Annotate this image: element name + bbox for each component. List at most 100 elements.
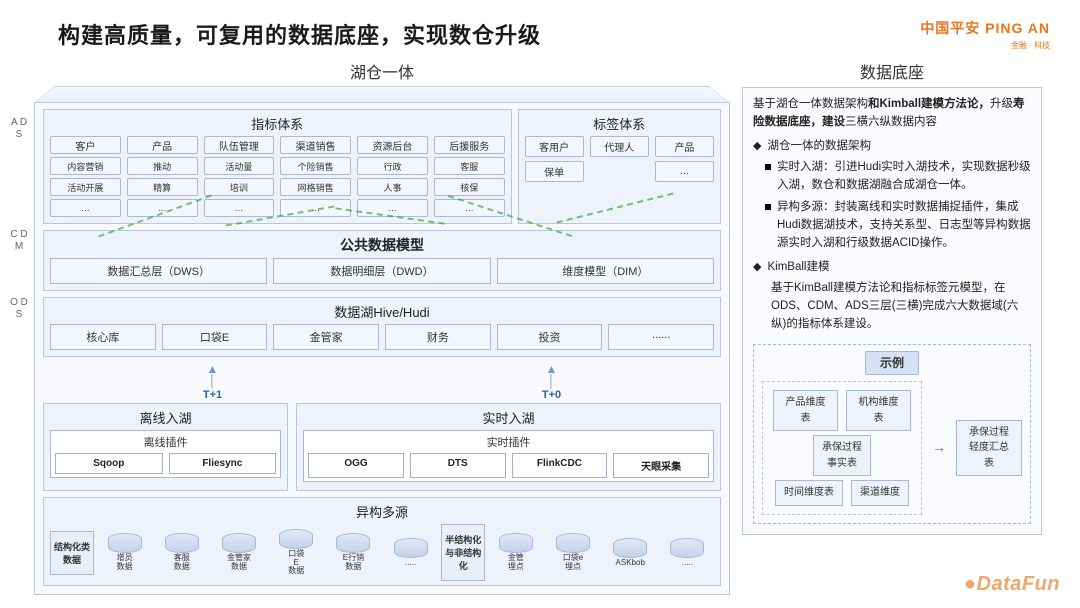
db-label: 客服 数据 (174, 554, 190, 572)
ads-item: 核保 (434, 178, 505, 196)
p3: 基于KimBall建模方法论和指标标签元模型，在ODS、CDM、ADS三层(三横… (771, 280, 1031, 333)
logo-cn: 中国平安 (920, 20, 980, 36)
t0-label: T+0 (382, 389, 721, 401)
db-icon (394, 538, 428, 558)
page-title: 构建高质量，可复用的数据底座，实现数仓升级 (58, 18, 541, 50)
ods-card: 财务 (385, 324, 491, 350)
ads-col-head: 渠道销售 (280, 136, 351, 154)
plugin-card: FlinkCDC (512, 453, 608, 478)
square-icon (765, 204, 771, 210)
db-label: 金管家 数据 (227, 554, 251, 572)
db-label: 口袋 E 数据 (288, 550, 304, 576)
db-label: 口袋e 埋点 (563, 554, 583, 572)
t1-label: T+1 (43, 389, 382, 401)
ads-item: 推动 (127, 157, 198, 175)
db-icon (499, 533, 533, 553)
plugin-card: DTS (410, 453, 506, 478)
ex-box: 机构维度表 (846, 390, 911, 431)
ads-more: … (434, 199, 505, 217)
ods-card: 投资 (497, 324, 603, 350)
ads-item: 内容营销 (50, 157, 121, 175)
cdm-card: 维度模型（DIM） (497, 258, 714, 284)
roof-title: 湖仓一体 (34, 59, 730, 83)
ads-item: 活动开展 (50, 178, 121, 196)
db-label: ..... (682, 559, 693, 568)
tag-title: 标签体系 (525, 114, 714, 133)
arrow-right-icon: → (932, 437, 946, 459)
tag-card: 产品 (655, 136, 714, 157)
tag-card: … (655, 161, 714, 182)
ads-col-head: 后援服务 (434, 136, 505, 154)
ods-card: 口袋E (162, 324, 268, 350)
vlabel-ods: O D S (9, 297, 29, 321)
db-icon (336, 533, 370, 553)
ads-item: 客服 (434, 157, 505, 175)
db-label: ASKbob (616, 559, 645, 568)
ads-col-head: 客户 (50, 136, 121, 154)
db-icon (556, 533, 590, 553)
cdm-title: 公共数据模型 (50, 235, 714, 255)
example-title: 示例 (865, 351, 919, 376)
p1: 实时入湖：引进Hudi实时入湖技术，实现数据秒级入湖，数仓和数据湖融合成湖仓一体… (777, 159, 1031, 195)
brand-logo: 中国平安 PING AN 金融 · 科技 (920, 18, 1050, 51)
tag-system: 标签体系 客用户 代理人 产品 保单 … (518, 109, 721, 224)
realtime-ingest: 实时入湖 实时插件 OGG DTS FlinkCDC 天眼采集 (296, 403, 721, 491)
cdm-card: 数据汇总层（DWS） (50, 258, 267, 284)
ads-more: … (204, 199, 275, 217)
ods-title: 数据湖Hive/Hudi (50, 302, 714, 321)
ads-col-head: 队伍管理 (204, 136, 275, 154)
db-label: ..... (405, 559, 416, 568)
plugin-card: Sqoop (55, 453, 163, 474)
ads-col-head: 资源后台 (357, 136, 428, 154)
tag-card: 客用户 (525, 136, 584, 157)
ex-box: 承保过程 事实表 (813, 435, 871, 476)
arrow-up-icon: ▲│ (382, 363, 721, 387)
offline-plugin-title: 离线插件 (55, 434, 276, 450)
cdm-card: 数据明细层（DWD） (273, 258, 490, 284)
section2-title: KimBall建模 (767, 259, 829, 277)
db-label: E行销 数据 (343, 554, 364, 572)
ads-more: … (127, 199, 198, 217)
logo-en: PING AN (985, 20, 1050, 36)
ods-card: 核心库 (50, 324, 156, 350)
ads-item: 精算 (127, 178, 198, 196)
intro-text: 基于湖仓一体数据架构和Kimball建模方法论，升级寿险数据底座，建设三横六纵数… (753, 96, 1031, 132)
db-icon (670, 538, 704, 558)
db-icon (613, 538, 647, 558)
example-box: 示例 产品维度表 机构维度表 承保过程 事实表 时间维度表 渠道维度 (753, 344, 1031, 524)
hetero-sources: 异构多源 结构化类 数据 增员 数据 客服 数据 金管家 数据 口袋 E 数据 … (43, 497, 721, 586)
db-icon (165, 533, 199, 553)
plugin-card: OGG (308, 453, 404, 478)
semi-head: 半结构化 与非结构 化 (441, 524, 485, 581)
architecture-diagram: 湖仓一体 A D S C D M O D S 指标体系 客户 内容营销 活动开展… (34, 59, 730, 595)
watermark: ●DataFun (964, 573, 1060, 596)
ex-box: 时间维度表 (775, 480, 843, 506)
db-icon (279, 529, 313, 549)
ads-more: … (357, 199, 428, 217)
vlabel-cdm: C D M (9, 229, 29, 253)
indicator-system: 指标体系 客户 内容营销 活动开展 … 产品 推动 精算 … (43, 109, 512, 224)
p2: 异构多源：封装离线和实时数据捕捉插件，集成Hudi数据湖技术，支持关系型、日志型… (777, 199, 1031, 252)
logo-sub: 金融 · 科技 (920, 40, 1050, 51)
ads-item: 活动量 (204, 157, 275, 175)
ods-card: 金管家 (273, 324, 379, 350)
ods-layer: 数据湖Hive/Hudi 核心库 口袋E 金管家 财务 投资 ...... (43, 297, 721, 357)
ex-box: 渠道维度 (851, 480, 909, 506)
tag-card: 代理人 (590, 136, 649, 157)
ex-box: 产品维度表 (773, 390, 838, 431)
section1-title: 湖仓一体的数据架构 (767, 138, 871, 156)
db-label: 增员 数据 (117, 554, 133, 572)
ods-card: ...... (608, 324, 714, 350)
right-title: 数据底座 (742, 59, 1042, 83)
arrow-up-icon: ▲│ (43, 363, 382, 387)
ads-item: 人事 (357, 178, 428, 196)
hetero-title: 异构多源 (50, 502, 714, 521)
ads-item: 网格销售 (280, 178, 351, 196)
realtime-plugin-title: 实时插件 (308, 434, 709, 450)
indicator-title: 指标体系 (50, 114, 505, 133)
cdm-layer: 公共数据模型 数据汇总层（DWS） 数据明细层（DWD） 维度模型（DIM） (43, 230, 721, 291)
diamond-icon: ◆ (753, 259, 761, 277)
ads-more: … (50, 199, 121, 217)
realtime-title: 实时入湖 (303, 408, 714, 427)
db-label: 金管 埋点 (508, 554, 524, 572)
